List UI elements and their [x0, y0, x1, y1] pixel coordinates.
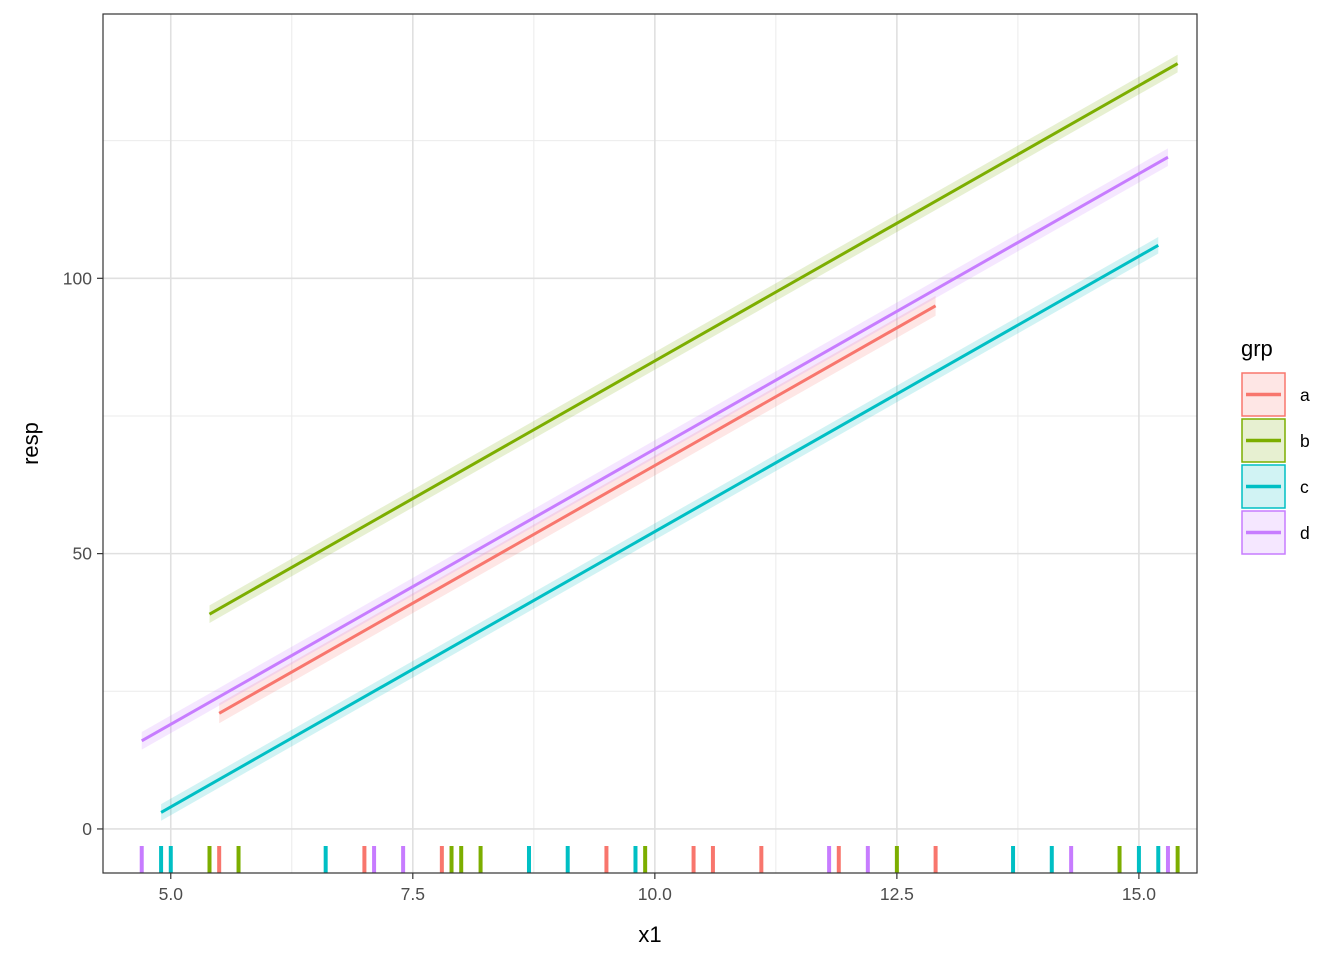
rug-marks: [139, 846, 1180, 873]
legend-label-a: a: [1300, 385, 1310, 405]
regression-line-a: [218, 304, 937, 715]
x-tick-label: 7.5: [401, 884, 425, 904]
y-tick-label: 50: [73, 544, 93, 564]
x-tick-labels: 5.0 7.5 10.0 12.5 15.0: [159, 884, 1157, 904]
x-tick-label: 12.5: [880, 884, 914, 904]
legend-label-b: b: [1300, 431, 1310, 451]
legend-label-d: d: [1300, 523, 1310, 543]
legend-title: grp: [1241, 336, 1273, 361]
y-tick-labels: 0 50 100: [63, 268, 92, 839]
x-tick-label: 15.0: [1122, 884, 1156, 904]
regression-line-d: [140, 155, 1169, 743]
regression-lines: [140, 62, 1179, 814]
legend: a b c d: [1241, 372, 1310, 555]
y-axis-title: resp: [18, 422, 43, 465]
legend-label-c: c: [1300, 477, 1309, 497]
y-tick-label: 100: [63, 268, 92, 288]
panel-border: [102, 13, 1198, 874]
x-tick-label: 5.0: [159, 884, 184, 904]
confidence-bands: [141, 54, 1178, 821]
x-tick-label: 10.0: [638, 884, 672, 904]
regression-line-b: [208, 62, 1179, 616]
x-axis-title: x1: [638, 922, 661, 947]
major-gridlines: [103, 14, 1197, 873]
minor-gridlines: [103, 14, 1197, 873]
regression-line-c: [160, 243, 1160, 814]
axis-ticks: [97, 277, 1140, 879]
y-tick-label: 0: [82, 819, 92, 839]
